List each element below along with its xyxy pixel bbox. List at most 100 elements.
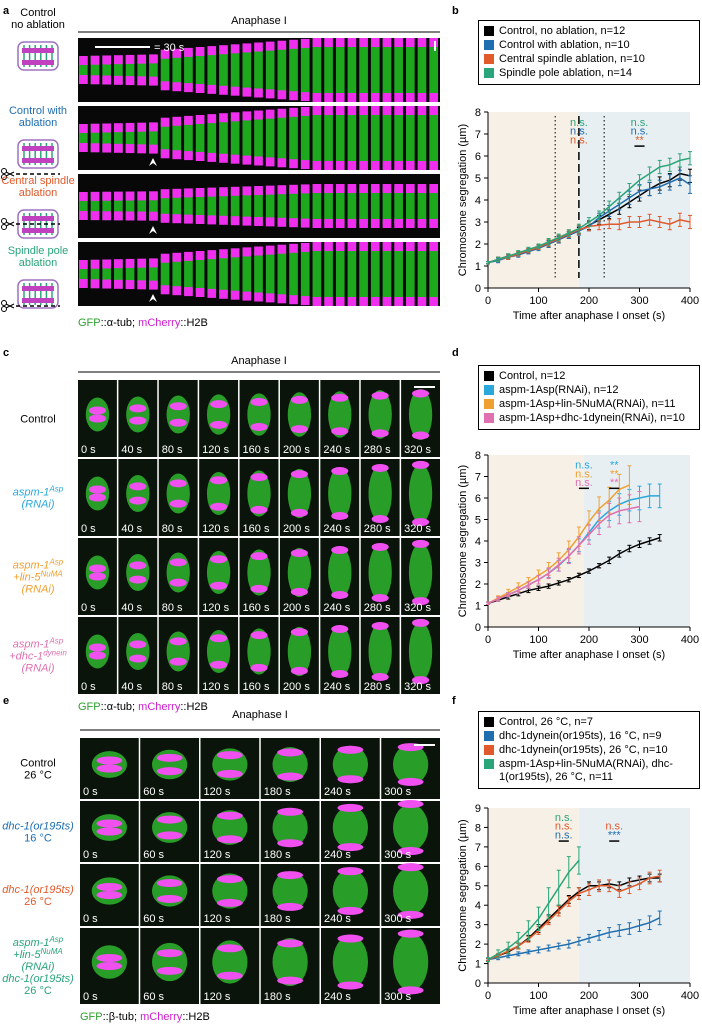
signal-magenta [405, 297, 415, 306]
significance-label: n.s. [555, 821, 573, 833]
signal-magenta [129, 416, 147, 425]
error-bar [637, 919, 642, 932]
signal-magenta [172, 252, 182, 262]
signal-magenta [207, 114, 217, 124]
time-label: 240 s [324, 849, 351, 861]
time-label: 60 s [143, 849, 164, 861]
signal-magenta [207, 84, 217, 94]
signal-magenta [254, 88, 263, 98]
label-part: mCherry [140, 1011, 183, 1023]
label-part: ablation [19, 117, 58, 129]
cartoon [22, 48, 54, 53]
signal-magenta [156, 753, 183, 762]
scissors [1, 174, 7, 180]
scissors [5, 303, 15, 309]
signal-green [328, 467, 352, 520]
error-bar [637, 540, 642, 548]
signal-green [230, 254, 240, 294]
time-label: 320 s [404, 681, 431, 693]
signal-magenta [216, 898, 243, 907]
signal-magenta [79, 192, 88, 201]
signal-green [312, 47, 322, 93]
signal-magenta [79, 143, 88, 152]
signal-magenta [79, 260, 88, 269]
error-bar [576, 572, 581, 579]
panel-letter: b [452, 5, 459, 17]
signal-magenta [277, 158, 287, 168]
error-bar [486, 261, 490, 265]
significance-label: n.s. [555, 812, 573, 824]
error-bar [657, 483, 662, 509]
signal-magenta [394, 93, 403, 102]
signal-magenta [88, 493, 106, 502]
signal-green [160, 256, 170, 292]
signal-green [324, 188, 333, 224]
error-bar [657, 869, 662, 883]
error-bar [637, 877, 642, 891]
signal-green [417, 188, 427, 224]
signal-green [429, 115, 438, 161]
signal-magenta [90, 191, 100, 201]
signal-magenta [290, 549, 308, 558]
signal-magenta [277, 244, 287, 254]
error-bar [506, 941, 511, 955]
y-tick-label: 8 [475, 822, 481, 834]
y-tick-label: 2 [475, 239, 481, 251]
error-bar [546, 238, 551, 246]
signal-green [160, 120, 170, 156]
signal-magenta [254, 246, 263, 256]
label-part: Control [20, 7, 55, 19]
panel-header: Anaphase I [232, 709, 288, 721]
signal-magenta [405, 242, 415, 251]
signal-magenta [195, 188, 205, 197]
signal-green [242, 117, 252, 159]
signal-green [370, 251, 380, 297]
signal-magenta [137, 191, 147, 201]
signal-magenta [312, 242, 322, 251]
legend-item: dhc-1dynein(or195ts), 16 °C, n=9 [484, 730, 694, 743]
y-tick-label: 5 [475, 881, 481, 893]
label-part: Asp [48, 557, 63, 566]
signal-magenta [88, 414, 106, 423]
signal-magenta [371, 594, 389, 603]
signal-green [277, 252, 287, 296]
label-part: aspm-1 [13, 639, 50, 651]
label-part: no ablation [11, 19, 65, 31]
signal-magenta [335, 38, 345, 47]
significance-label: n.s. [570, 135, 588, 147]
signal-green [207, 189, 217, 223]
signal-magenta [289, 218, 298, 228]
signal-magenta [102, 279, 112, 289]
y-tick-label: 6 [475, 493, 481, 505]
signal-magenta [290, 470, 308, 479]
legend-swatch [484, 371, 494, 381]
error-bar [536, 585, 541, 591]
y-tick-label: 1 [475, 261, 481, 273]
time-label: 240 s [323, 681, 350, 693]
signal-green [312, 251, 322, 297]
signal-magenta [337, 867, 364, 876]
error-bar [617, 191, 622, 204]
x-tick-label: 0 [485, 990, 491, 1002]
time-label: 200 s [283, 681, 310, 693]
signal-magenta [149, 76, 158, 86]
time-label: 300 s [384, 849, 411, 861]
signal-magenta [160, 285, 170, 295]
label-part: GFP [78, 701, 101, 713]
signal-magenta [210, 581, 228, 590]
error-bar [526, 246, 531, 253]
signal-magenta [429, 93, 438, 102]
signal-magenta [207, 250, 217, 260]
error-bar [617, 218, 622, 231]
signal-green [126, 396, 150, 433]
error-bar [576, 536, 581, 555]
signal-green [230, 50, 240, 90]
signal-magenta [337, 745, 364, 754]
error-bar [667, 157, 672, 172]
signal-magenta [149, 211, 158, 221]
error-bar [486, 957, 490, 963]
label-part: +lin-5 [13, 949, 41, 961]
signal-green [102, 55, 112, 85]
signal-magenta [129, 482, 147, 491]
signal-magenta [300, 242, 310, 252]
